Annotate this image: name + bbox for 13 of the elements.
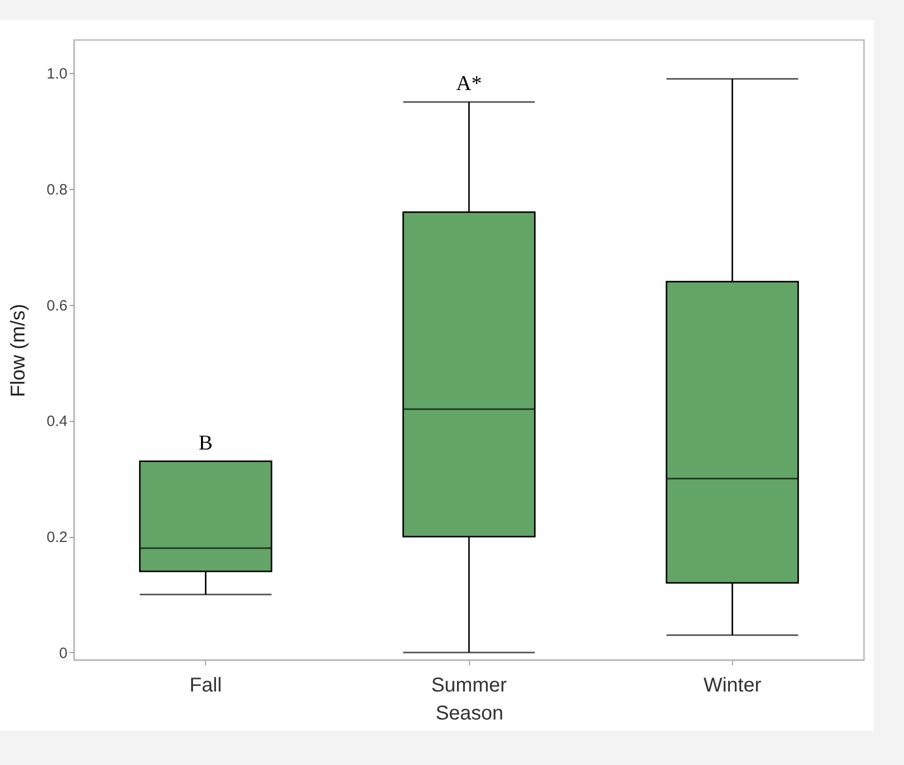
x-axis-title: Season <box>436 702 504 724</box>
x-tick-label: Fall <box>190 674 222 696</box>
annotation: B <box>198 430 213 454</box>
y-tick-label: 0 <box>59 644 68 662</box>
y-tick-label: 1.0 <box>46 66 68 83</box>
y-tick-label: 0.4 <box>46 413 68 430</box>
x-tick-label: Summer <box>431 674 508 696</box>
y-axis-title: Flow (m/s) <box>8 304 30 398</box>
y-tick-label: 0.6 <box>46 297 68 314</box>
annotation: A* <box>456 71 482 95</box>
x-tick-label: Winter <box>703 674 762 696</box>
y-tick-label: 0.2 <box>46 529 68 546</box>
y-tick-label: 0.8 <box>46 181 68 198</box>
